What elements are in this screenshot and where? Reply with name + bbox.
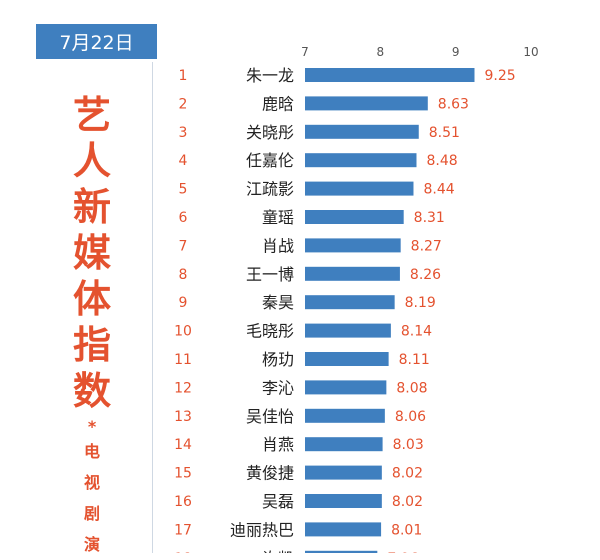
rank-label: 6 (179, 210, 188, 226)
category-label: 肖战 (262, 236, 294, 255)
value-label: 7.96 (387, 551, 418, 553)
category-label: 吴磊 (262, 492, 294, 511)
value-label: 8.48 (426, 153, 457, 169)
bar (305, 437, 383, 452)
x-tick-label: 9 (452, 45, 460, 59)
bar (305, 550, 378, 553)
bar (305, 465, 382, 480)
bar (305, 181, 414, 196)
category-label: 吴佳怡 (246, 407, 294, 426)
bar (305, 238, 401, 253)
title-char: 人 (72, 139, 111, 183)
value-label: 8.19 (405, 295, 436, 311)
title-char: 体 (72, 277, 111, 321)
category-label: 江疏影 (246, 180, 294, 199)
category-label: 肖燕 (262, 435, 294, 454)
x-tick-label: 10 (523, 45, 538, 59)
bar (305, 124, 419, 139)
category-label: 朱一龙 (246, 66, 294, 85)
value-label: 8.08 (396, 380, 427, 396)
subtitle-char: 剧 (83, 504, 100, 523)
value-label: 8.01 (391, 522, 422, 538)
x-tick-label: 8 (377, 45, 385, 59)
category-label: 鹿晗 (262, 94, 294, 113)
value-label: 8.02 (392, 494, 423, 510)
category-label: 秦昊 (262, 293, 294, 312)
title-char: 艺 (72, 93, 111, 137)
category-label: 毛晓彤 (246, 322, 294, 341)
value-label: 9.25 (485, 68, 516, 84)
rank-label: 3 (179, 125, 188, 141)
rank-label: 17 (174, 522, 192, 538)
vertical-title: 艺 人 新 媒 体 指 数 * 电 视 剧 演 (62, 92, 122, 560)
title-char: 新 (72, 185, 111, 229)
subtitle-char: 电 (83, 442, 100, 461)
value-label: 8.31 (414, 210, 445, 226)
rank-label: 10 (174, 324, 192, 340)
rank-label: 8 (179, 267, 188, 283)
category-label: 许凯 (262, 549, 294, 553)
title-char: 媒 (72, 231, 111, 275)
bar (305, 323, 391, 338)
rank-label: 11 (174, 352, 192, 368)
subtitle-char: 演 (83, 535, 100, 554)
bar (305, 266, 400, 281)
bar (305, 96, 428, 111)
category-label: 任嘉伦 (246, 151, 294, 170)
x-tick-label: 7 (301, 45, 309, 59)
bar (305, 408, 385, 423)
subtitle-char: 视 (83, 473, 100, 492)
date-badge: 7月22日 (36, 24, 157, 59)
category-label: 童瑶 (262, 208, 294, 227)
rank-label: 9 (179, 295, 188, 311)
rank-label: 16 (174, 494, 192, 510)
value-label: 8.63 (438, 96, 469, 112)
value-label: 8.27 (411, 238, 442, 254)
title-asterisk: * (87, 417, 97, 436)
rank-label: 2 (179, 96, 188, 112)
value-label: 8.51 (429, 125, 460, 141)
value-label: 8.02 (392, 466, 423, 482)
category-label: 杨玏 (262, 350, 294, 369)
bar (305, 210, 404, 224)
category-label: 王一博 (246, 265, 294, 284)
rank-label: 7 (179, 238, 188, 254)
rank-label: 5 (179, 182, 188, 198)
bar (305, 522, 382, 537)
value-label: 8.44 (423, 182, 454, 198)
divider (152, 62, 153, 553)
category-label: 关晓彤 (246, 123, 294, 142)
value-label: 8.11 (399, 352, 430, 368)
title-char: 指 (72, 323, 111, 367)
category-label: 李沁 (262, 378, 294, 397)
rank-label: 15 (174, 466, 192, 482)
bar (305, 352, 389, 366)
bar (305, 295, 395, 310)
rank-label: 1 (179, 68, 188, 84)
rank-label: 12 (174, 380, 192, 396)
category-label: 迪丽热巴 (230, 520, 294, 539)
rank-label: 14 (174, 437, 192, 453)
rank-label: 13 (174, 409, 192, 425)
value-label: 8.26 (410, 267, 441, 283)
category-label: 黄俊捷 (246, 464, 294, 483)
title-char: 数 (72, 369, 111, 413)
bar (305, 380, 387, 395)
bar (305, 68, 475, 82)
rank-label: 18 (174, 551, 192, 553)
value-label: 8.06 (395, 409, 426, 425)
value-label: 8.14 (401, 324, 432, 340)
bar (305, 153, 417, 168)
value-label: 8.03 (393, 437, 424, 453)
bar (305, 494, 382, 508)
rank-label: 4 (179, 153, 188, 169)
